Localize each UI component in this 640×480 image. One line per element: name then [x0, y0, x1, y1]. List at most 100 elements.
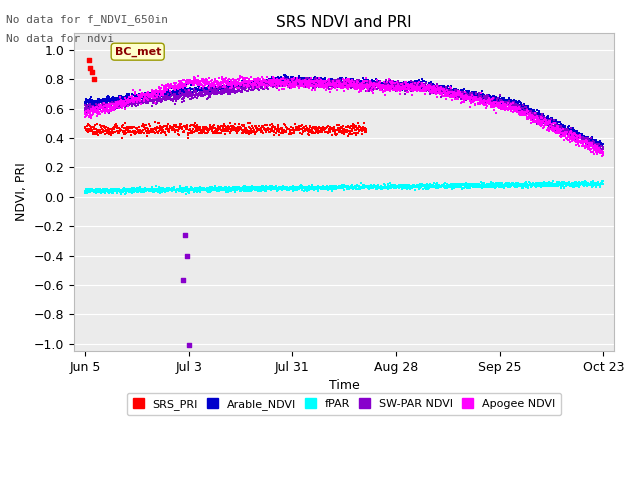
- Point: [282, 125, 292, 132]
- Point: [324, 81, 334, 88]
- Point: [351, 79, 361, 87]
- Point: [397, 82, 408, 90]
- Point: [157, 123, 168, 131]
- Point: [402, 186, 412, 193]
- Point: [513, 104, 524, 111]
- Point: [99, 187, 109, 194]
- Point: [149, 88, 159, 96]
- Point: [354, 81, 364, 89]
- Point: [278, 184, 288, 192]
- Point: [257, 182, 267, 190]
- Point: [211, 126, 221, 133]
- Point: [155, 91, 165, 99]
- Point: [502, 105, 512, 113]
- Point: [255, 75, 265, 83]
- Point: [461, 90, 472, 98]
- Point: [87, 106, 97, 113]
- Point: [593, 140, 604, 147]
- Point: [585, 141, 595, 148]
- Point: [91, 108, 101, 116]
- Point: [417, 81, 428, 89]
- Point: [246, 185, 256, 192]
- Point: [482, 99, 492, 107]
- Point: [99, 104, 109, 112]
- Point: [557, 127, 567, 134]
- Point: [249, 129, 259, 136]
- Point: [452, 96, 463, 103]
- Point: [327, 183, 337, 191]
- Point: [202, 124, 212, 132]
- Point: [123, 92, 133, 99]
- Point: [477, 95, 488, 102]
- Point: [426, 88, 436, 96]
- Point: [273, 81, 284, 88]
- Point: [262, 183, 273, 191]
- Point: [400, 79, 410, 86]
- Point: [350, 77, 360, 84]
- Point: [102, 105, 112, 112]
- Point: [466, 91, 476, 99]
- Point: [454, 90, 464, 98]
- Point: [476, 99, 486, 107]
- Point: [159, 86, 170, 94]
- Point: [403, 82, 413, 89]
- Point: [125, 186, 136, 194]
- Point: [88, 104, 99, 112]
- Point: [120, 105, 130, 113]
- Point: [400, 182, 410, 190]
- Text: No data for f_NDVI_650in: No data for f_NDVI_650in: [6, 14, 168, 25]
- Point: [527, 111, 537, 119]
- Point: [199, 129, 209, 136]
- Point: [465, 180, 476, 188]
- Point: [221, 82, 231, 90]
- Point: [131, 95, 141, 102]
- Point: [484, 93, 494, 101]
- Point: [161, 187, 172, 194]
- Point: [232, 129, 243, 136]
- Point: [176, 92, 186, 99]
- Point: [88, 107, 99, 114]
- Point: [450, 96, 460, 103]
- Point: [166, 96, 176, 103]
- Point: [444, 88, 454, 96]
- Point: [325, 77, 335, 85]
- Point: [477, 87, 487, 95]
- Point: [307, 183, 317, 191]
- Point: [524, 108, 534, 116]
- Point: [302, 79, 312, 86]
- Point: [454, 89, 464, 97]
- Point: [521, 183, 531, 191]
- Point: [290, 120, 300, 128]
- Point: [106, 185, 116, 192]
- Point: [413, 80, 424, 88]
- Point: [234, 185, 244, 192]
- Point: [455, 90, 465, 97]
- Point: [175, 87, 186, 95]
- Point: [234, 83, 244, 90]
- Point: [101, 186, 111, 194]
- Point: [479, 98, 490, 106]
- Point: [319, 84, 329, 92]
- Point: [429, 182, 439, 190]
- Point: [302, 82, 312, 89]
- Point: [137, 90, 147, 97]
- Point: [104, 187, 114, 194]
- Point: [236, 79, 246, 87]
- Point: [516, 107, 527, 115]
- Point: [364, 183, 374, 191]
- Point: [146, 96, 156, 104]
- Point: [492, 95, 502, 103]
- Point: [82, 128, 92, 135]
- Point: [596, 180, 606, 188]
- Point: [311, 82, 321, 90]
- Point: [94, 108, 104, 116]
- Point: [541, 182, 552, 190]
- Point: [152, 87, 162, 95]
- Point: [477, 93, 487, 101]
- Point: [300, 77, 310, 84]
- Point: [305, 79, 315, 86]
- Point: [546, 116, 556, 124]
- Point: [153, 97, 163, 105]
- Point: [541, 114, 551, 122]
- Point: [103, 108, 113, 116]
